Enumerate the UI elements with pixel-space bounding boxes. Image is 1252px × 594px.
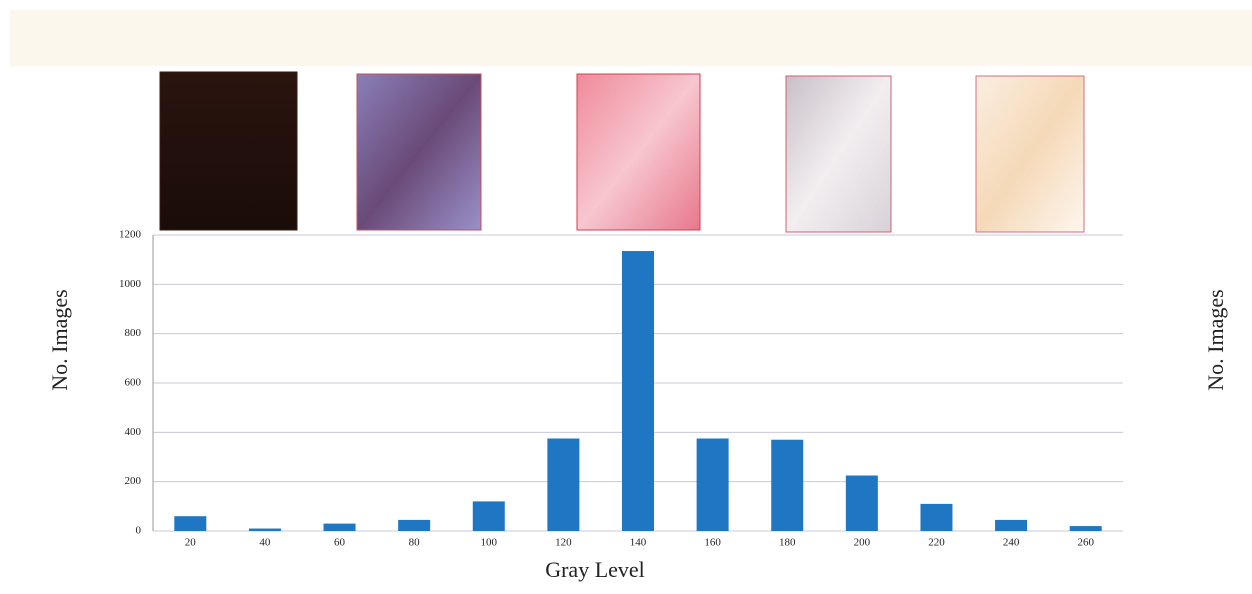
x-tick-label: 140 bbox=[630, 537, 647, 549]
person-image bbox=[159, 71, 298, 231]
person-image bbox=[356, 73, 482, 231]
x-tick-label: 20 bbox=[185, 537, 197, 549]
bar bbox=[547, 438, 580, 531]
x-tick-label: 240 bbox=[1003, 537, 1020, 549]
x-axis-title: Gray Level bbox=[545, 557, 645, 582]
y-tick-label: 200 bbox=[125, 475, 142, 487]
x-tick-label: 100 bbox=[481, 537, 498, 549]
x-tick-label: 40 bbox=[259, 537, 271, 549]
y-tick-label: 1000 bbox=[119, 278, 142, 290]
bar bbox=[845, 475, 878, 531]
x-tick-label: 120 bbox=[555, 537, 572, 549]
x-tick-label: 180 bbox=[779, 537, 796, 549]
bar bbox=[323, 523, 356, 531]
bar bbox=[696, 438, 729, 531]
y-tick-label: 0 bbox=[136, 525, 142, 537]
top-band bbox=[10, 10, 1252, 66]
bar bbox=[1069, 526, 1102, 531]
person-image bbox=[576, 73, 701, 231]
bar bbox=[174, 516, 207, 531]
bar bbox=[920, 503, 953, 531]
fragment-y-axis-title: No. Images bbox=[1203, 289, 1228, 390]
bar bbox=[771, 439, 804, 531]
x-tick-label: 60 bbox=[334, 537, 346, 549]
x-tick-label: 200 bbox=[854, 537, 871, 549]
y-tick-label: 600 bbox=[125, 377, 142, 389]
person-image bbox=[975, 75, 1085, 233]
y-tick-label: 1200 bbox=[119, 229, 142, 241]
x-tick-label: 220 bbox=[928, 537, 945, 549]
y-tick-label: 400 bbox=[125, 426, 142, 438]
x-tick-label: 80 bbox=[409, 537, 421, 549]
x-tick-label: 260 bbox=[1077, 537, 1094, 549]
bar bbox=[995, 519, 1028, 531]
bar bbox=[622, 251, 654, 532]
bar bbox=[398, 519, 431, 531]
bar bbox=[248, 528, 281, 531]
y-axis-title: No. Images bbox=[47, 289, 72, 390]
person-image bbox=[785, 75, 892, 233]
x-tick-label: 160 bbox=[704, 537, 721, 549]
bar bbox=[472, 501, 505, 531]
y-tick-label: 800 bbox=[125, 327, 142, 339]
